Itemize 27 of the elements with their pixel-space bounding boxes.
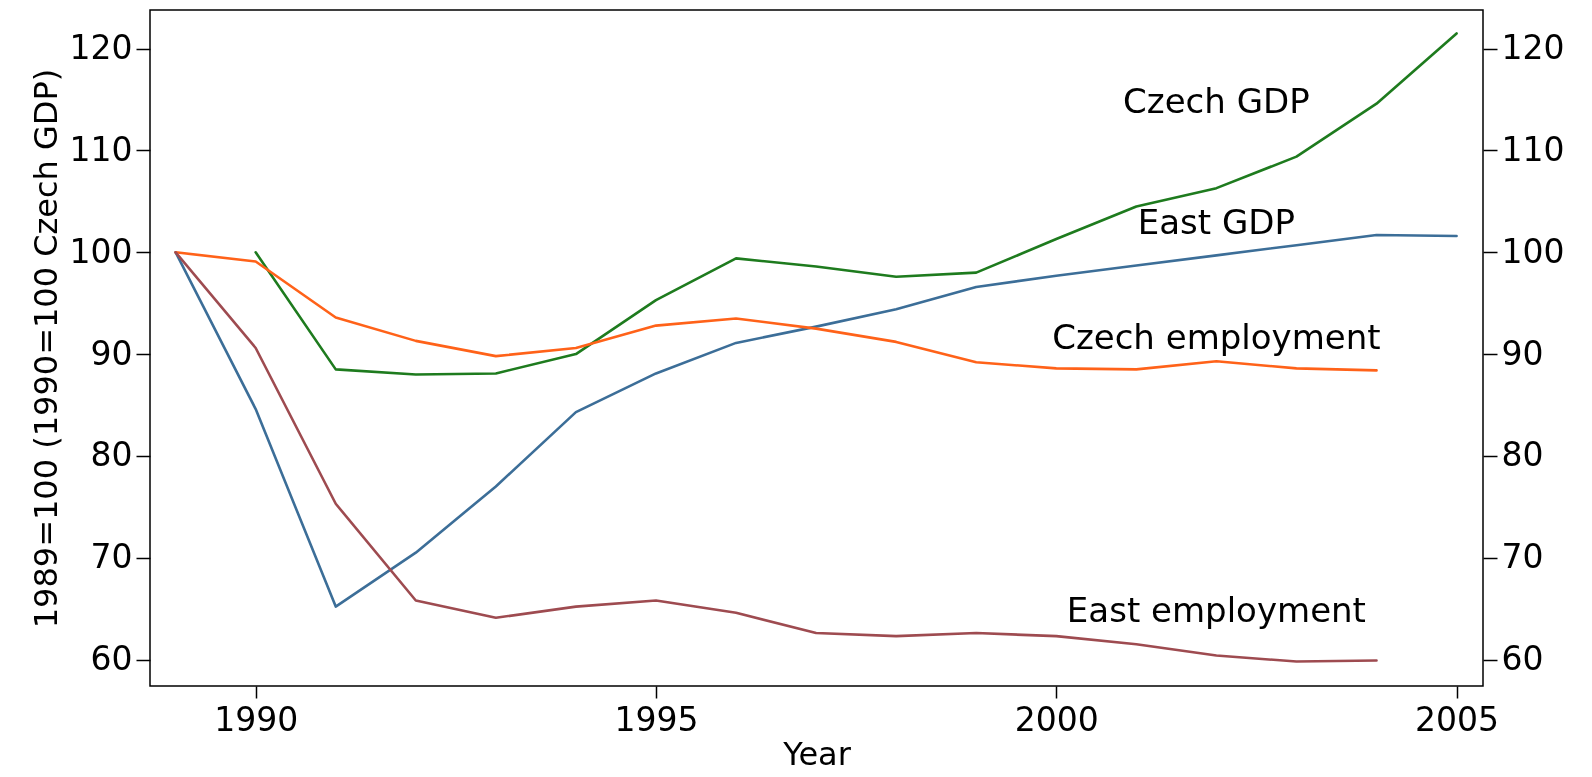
x-tick-label: 2000 xyxy=(1014,699,1099,739)
line-series xyxy=(174,251,1378,663)
y2-tick-label: 80 xyxy=(1501,435,1544,475)
series-label: Czech GDP xyxy=(1123,81,1310,122)
series-label: East GDP xyxy=(1137,202,1295,243)
y-tick-label: 100 xyxy=(69,231,133,271)
line-series xyxy=(174,251,1378,372)
series-label: Czech employment xyxy=(1052,317,1381,358)
x-tick-label: 2005 xyxy=(1415,699,1500,739)
x-tick-label: 1990 xyxy=(214,699,299,739)
x-axis-title: Year xyxy=(782,734,852,773)
y2-tick-label: 110 xyxy=(1501,129,1565,169)
y-tick-label: 90 xyxy=(90,333,133,373)
x-tick-label: 1995 xyxy=(614,699,699,739)
line-series xyxy=(254,32,1458,376)
y-tick-label: 120 xyxy=(69,28,133,68)
y2-tick-label: 90 xyxy=(1501,333,1544,373)
y-tick-label: 80 xyxy=(90,435,133,475)
y-tick-label: 110 xyxy=(69,129,133,169)
y-axis-title: 1989=100 (1990=100 Czech GDP) xyxy=(26,68,65,629)
y2-tick-label: 60 xyxy=(1501,639,1544,679)
y-tick-label: 60 xyxy=(90,639,133,679)
y2-tick-label: 100 xyxy=(1501,231,1565,271)
y2-tick-label: 120 xyxy=(1501,28,1565,68)
y2-tick-label: 70 xyxy=(1501,537,1544,577)
y-tick-label: 70 xyxy=(90,537,133,577)
series-label: East employment xyxy=(1066,590,1366,631)
